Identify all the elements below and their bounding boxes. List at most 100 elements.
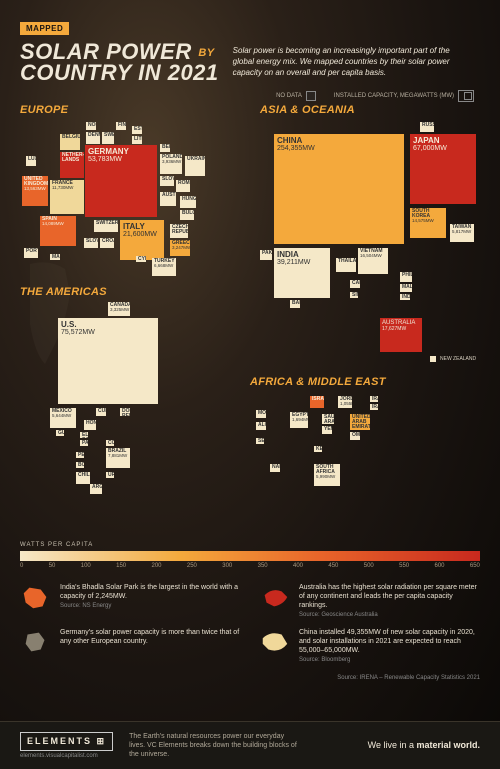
country-malaysia: MALAYSIA — [400, 284, 412, 292]
country-safrica: SOUTH AFRICA5,990MW — [314, 464, 340, 486]
scale-tick: 300 — [222, 563, 232, 569]
facts-grid: India's Bhadla Solar Park is the largest… — [20, 583, 480, 665]
africa-title: AFRICA & MIDDLE EAST — [250, 376, 490, 388]
country-mexico: MEXICO5,644MW — [50, 408, 76, 428]
country-netherlands: NETHER- LANDS — [60, 152, 84, 178]
fact-text: China installed 49,355MW of new solar ca… — [299, 628, 480, 665]
scale-tick: 200 — [152, 563, 162, 569]
subtitle: Solar power is becoming an increasingly … — [233, 46, 453, 78]
region-asia: ASIA & OCEANIA CHINA254,355MWJAPAN67,000… — [260, 104, 500, 310]
country-bangladesh: BANGLADESH — [290, 300, 300, 308]
australia-block: AUSTRALIA17,627MW NEW ZEALAND — [360, 318, 490, 362]
country-turkey: TURKEY6,668MW — [152, 258, 176, 276]
country-france: FRANCE11,730MW — [50, 180, 84, 214]
title-line2: COUNTRY IN 2021 — [20, 60, 219, 85]
country-thailand: THAILAND — [336, 258, 356, 272]
fact-item: India's Bhadla Solar Park is the largest… — [20, 583, 241, 620]
fact-item: Australia has the highest solar radiatio… — [259, 583, 480, 620]
scale-section: WATTS PER CAPITA 05010015020025030035040… — [20, 542, 480, 569]
country-china: CHINA254,355MW — [274, 134, 404, 244]
australia-value: 17,627MW — [382, 326, 406, 332]
fact-source: Source: Bloomberg — [299, 657, 480, 665]
country-cuba: CUBA — [96, 408, 106, 416]
country-estonia: ESTONIA — [132, 126, 142, 134]
country-sweden: SWEDEN — [102, 132, 114, 144]
country-canada: CANADA3,325MW — [108, 302, 130, 316]
nz-box — [430, 356, 436, 362]
country-panama: PANAMA — [80, 440, 88, 446]
asia-treemap: CHINA254,355MWJAPAN67,000MWSOUTH KOREA14… — [260, 120, 500, 310]
country-spain: SPAIN14,089MW — [40, 216, 76, 246]
country-ukraine: UKRAINE — [185, 156, 205, 176]
region-africa: AFRICA & MIDDLE EAST ISRAELJORDAN1,055MW… — [250, 376, 490, 502]
country-portugal: PORTUGAL — [24, 248, 38, 258]
country-slovakia: SLOVAKIA — [160, 176, 174, 186]
asia-title: ASIA & OCEANIA — [260, 104, 500, 116]
scale-tick: 150 — [116, 563, 126, 569]
country-pakistan: PAKISTAN — [260, 250, 272, 260]
country-czech: CZECH REPUBLIC — [170, 224, 188, 238]
country-switzerland: SWITZERLAND — [94, 220, 118, 232]
title-by: BY — [198, 47, 214, 59]
country-slovenia: SLOVENIA — [84, 238, 98, 248]
country-lithuania: LITHUANIA — [132, 136, 142, 144]
americas-treemap: U.S.75,572MW CANADA3,325MW MEXICO5,644MW CU… — [20, 302, 230, 462]
country-saudi: SAUDI ARABIA — [322, 414, 334, 424]
title-row: SOLAR POWER BY COUNTRY IN 2021 Solar pow… — [20, 42, 480, 84]
country-vietnam: VIETNAM16,504MW — [358, 248, 388, 274]
country-indonesia: INDONESIA — [400, 294, 410, 300]
country-romania: ROMANIA — [176, 180, 190, 192]
country-italy: ITALY21,600MW — [120, 220, 164, 260]
fact-text: Germany's solar power capacity is more t… — [60, 628, 241, 646]
africa-treemap: ISRAELJORDAN1,055MWIRAQIRANMOROCCOALGERI… — [250, 392, 490, 502]
americas-title: THE AMERICAS — [20, 286, 230, 298]
country-us: U.S.75,572MW — [58, 318, 158, 404]
legend-square-icon — [306, 91, 316, 101]
legend-installed: INSTALLED CAPACITY, MEGAWATTS (MW) — [334, 93, 454, 99]
scale-tick: 650 — [470, 563, 480, 569]
australia-box: AUSTRALIA17,627MW — [380, 318, 422, 352]
nz-label: NEW ZEALAND — [440, 356, 476, 362]
country-norway: NORWAY — [86, 122, 96, 130]
country-chile: CHILE — [76, 472, 90, 484]
country-dominican: DOMINICAN REPUBLIC — [120, 408, 130, 416]
country-bulgaria: BULGARIA — [180, 210, 194, 220]
scale-tick: 50 — [49, 563, 56, 569]
country-denmark: DENMARK — [86, 132, 100, 144]
region-europe: EUROPE GERMANY53,783MWITALY21,600MWFRANC… — [20, 104, 250, 260]
scale-tick: 600 — [435, 563, 445, 569]
europe-title: EUROPE — [20, 104, 250, 116]
country-belgium: BELGIUM — [60, 134, 80, 150]
country-peru: PERU — [76, 452, 84, 458]
country-iran: IRAN — [370, 404, 378, 410]
country-iraq: IRAQ — [370, 396, 378, 402]
country-luxembourg: LUXEMBOURG — [26, 156, 36, 166]
country-algeria: ALGERIA — [256, 422, 266, 430]
country-finland: FINLAND — [116, 122, 126, 130]
country-elsalvador: EL SALVADOR — [80, 432, 88, 438]
europe-treemap: GERMANY53,783MWITALY21,600MWFRANCE11,730… — [20, 120, 250, 260]
scale-tick: 550 — [399, 563, 409, 569]
country-croatia: CROATIA — [100, 238, 114, 248]
country-morocco: MOROCCO — [256, 410, 266, 418]
country-kenya: KENYA — [314, 446, 322, 452]
country-singapore: SINGAPORE — [350, 292, 358, 298]
country-honduras: HONDURAS — [84, 420, 96, 430]
country-oman: OMAN — [350, 432, 360, 440]
fact-item: Germany's solar power capacity is more t… — [20, 628, 241, 665]
country-jordan: JORDAN1,055MW — [338, 396, 352, 408]
legend-row: NO DATA INSTALLED CAPACITY, MEGAWATTS (M… — [20, 90, 480, 102]
country-greece: GREECE3,247MW — [170, 240, 190, 256]
country-belarus: BELARUS — [160, 144, 170, 152]
country-uruguay: URUGUAY — [106, 472, 114, 478]
country-skorea: SOUTH KOREA14,575MW — [410, 208, 446, 238]
scale-tick: 350 — [258, 563, 268, 569]
regions: EUROPE GERMANY53,783MWITALY21,600MWFRANC… — [20, 104, 480, 536]
country-cambodia: CAMBODIA — [350, 280, 360, 288]
footer: ELEMENTS ⊞ elements.visualcapitalist.com… — [0, 721, 500, 769]
country-namibia: NAMIBIA — [270, 464, 280, 472]
scale-tick: 400 — [293, 563, 303, 569]
fact-shape-icon — [259, 583, 291, 611]
fact-shape-icon — [20, 583, 52, 611]
fact-source: Source: Geoscience Australia — [299, 612, 480, 620]
